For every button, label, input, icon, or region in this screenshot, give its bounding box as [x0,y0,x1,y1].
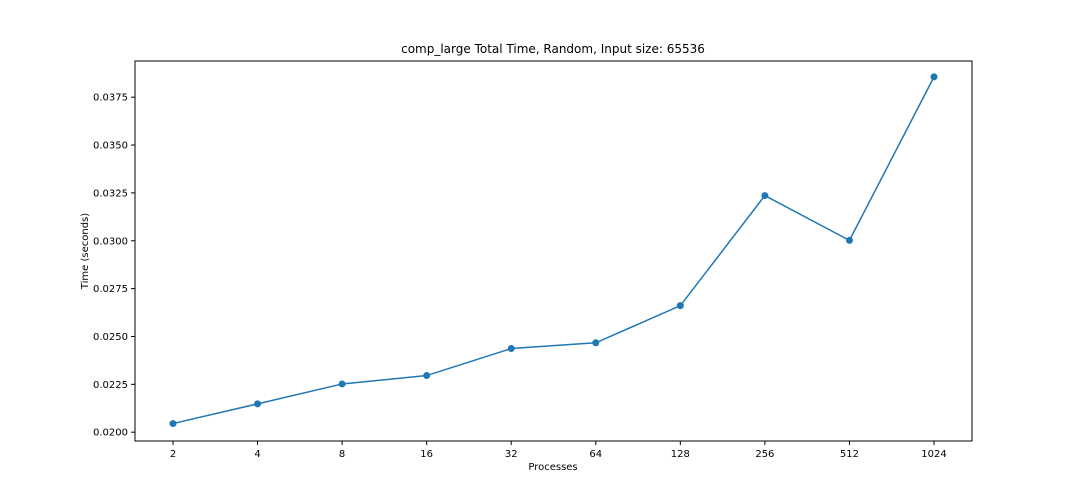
x-tick-label: 16 [420,449,433,460]
data-point [338,380,346,388]
data-point [592,339,600,347]
x-tick-label: 8 [339,449,345,460]
series-line [172,76,935,425]
y-tick-label: 0.0375 [93,93,128,104]
y-tick-label: 0.0325 [93,188,128,199]
x-axis-label: Processes [528,462,577,473]
y-tick-label: 0.0250 [93,332,128,343]
data-point [930,73,938,81]
chart-title: comp_large Total Time, Random, Input siz… [401,42,705,56]
x-tick-label: 128 [671,449,690,460]
x-tick-label: 512 [840,449,859,460]
x-tick-label: 4 [254,449,260,460]
y-tick-label: 0.0225 [93,380,128,391]
data-point [423,372,431,380]
x-tick-label: 64 [589,449,602,460]
data-point [169,420,177,428]
data-point [761,192,769,200]
data-point [254,400,262,408]
data-point [507,345,515,353]
data-point [845,236,853,244]
y-tick-label: 0.0275 [93,284,128,295]
x-tick-label: 256 [755,449,774,460]
data-point [676,302,684,310]
x-tick-label: 32 [505,449,518,460]
plot-area: 0.0200 0.0225 0.0250 0.0275 0.0300 0.0325 0.03… [93,73,947,460]
x-tick-label: 2 [170,449,176,460]
y-axis-label: Time (seconds) [80,213,91,290]
x-tick-label: 1024 [921,449,946,460]
y-tick-label: 0.0300 [93,236,128,247]
plot-frame [134,60,973,442]
y-tick-label: 0.0350 [93,141,128,152]
y-tick-label: 0.0200 [93,428,128,439]
